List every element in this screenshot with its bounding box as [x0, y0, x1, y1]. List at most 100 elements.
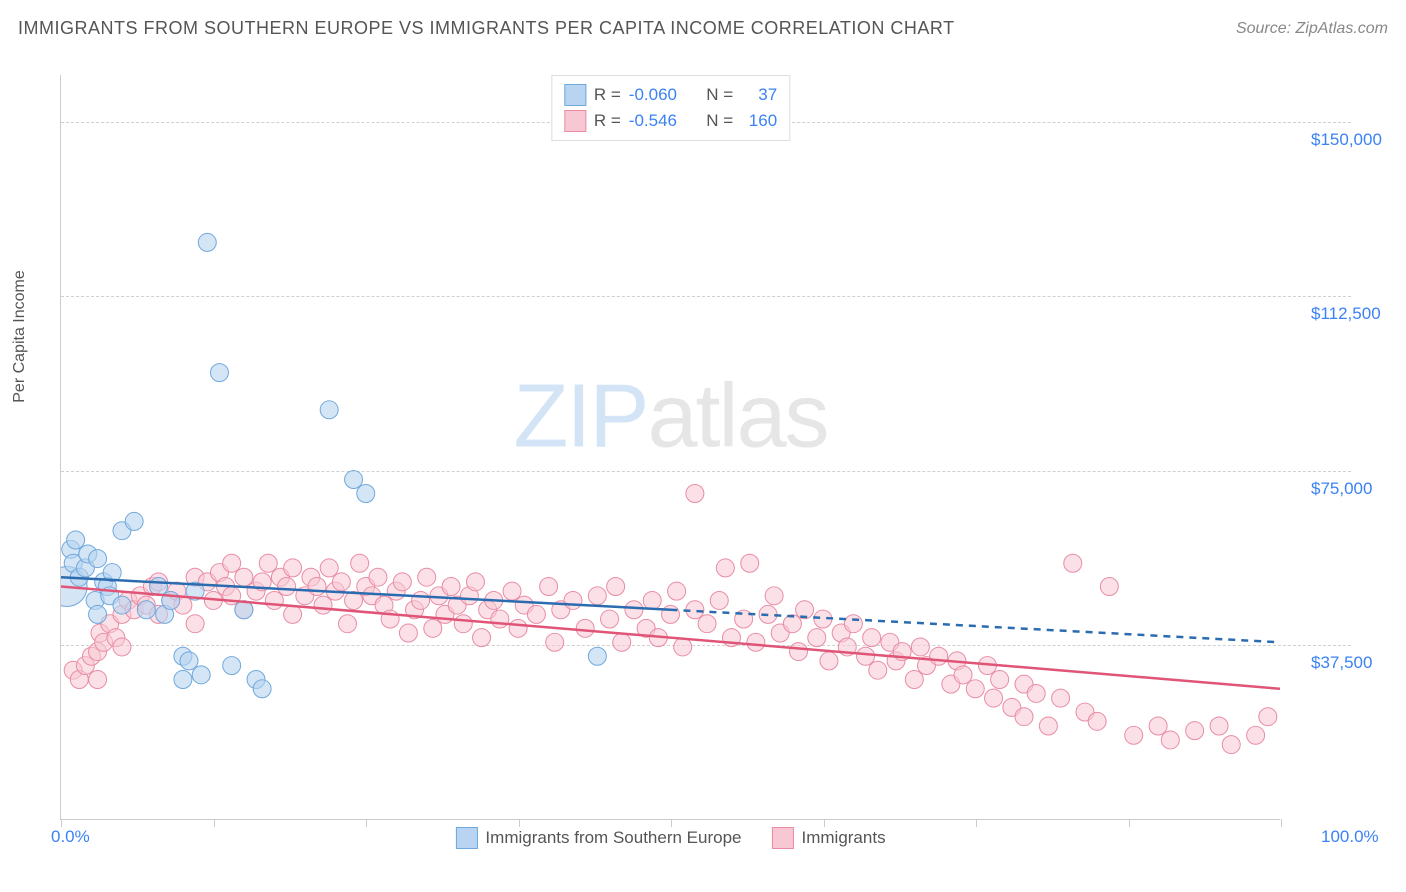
- pink-point: [588, 587, 606, 605]
- pink-point: [966, 680, 984, 698]
- pink-point: [869, 661, 887, 679]
- correlation-legend: R =-0.060 N =37R =-0.546 N =160: [551, 75, 790, 141]
- x-tick: [214, 819, 215, 827]
- pink-point: [564, 591, 582, 609]
- x-tick: [1129, 819, 1130, 827]
- pink-point: [686, 485, 704, 503]
- legend-row: R =-0.546 N =160: [564, 108, 777, 134]
- legend-row: R =-0.060 N =37: [564, 82, 777, 108]
- pink-point: [607, 578, 625, 596]
- pink-point: [308, 578, 326, 596]
- pink-point: [546, 633, 564, 651]
- blue-point: [174, 671, 192, 689]
- pink-point: [1186, 722, 1204, 740]
- pink-point: [747, 633, 765, 651]
- pink-point: [442, 578, 460, 596]
- x-tick: [61, 819, 62, 827]
- blue-point: [113, 596, 131, 614]
- legend-swatch: [455, 827, 477, 849]
- pink-point: [674, 638, 692, 656]
- pink-point: [625, 601, 643, 619]
- pink-point: [473, 629, 491, 647]
- pink-point: [1247, 726, 1265, 744]
- pink-point: [1088, 712, 1106, 730]
- pink-point: [399, 624, 417, 642]
- legend-item: Immigrants: [771, 827, 885, 849]
- pink-point: [985, 689, 1003, 707]
- pink-point: [503, 582, 521, 600]
- pink-point: [1125, 726, 1143, 744]
- pink-point: [265, 591, 283, 609]
- pink-point: [1222, 736, 1240, 754]
- blue-point: [198, 233, 216, 251]
- chart-title: IMMIGRANTS FROM SOUTHERN EUROPE VS IMMIG…: [18, 18, 955, 39]
- blue-point: [357, 485, 375, 503]
- blue-point: [137, 601, 155, 619]
- pink-point: [1149, 717, 1167, 735]
- chart-container: Per Capita Income ZIPatlas $150,000$112,…: [50, 60, 1390, 860]
- pink-point: [1064, 554, 1082, 572]
- blue-point: [180, 652, 198, 670]
- legend-label: Immigrants: [801, 828, 885, 848]
- blue-point: [345, 471, 363, 489]
- pink-point: [643, 591, 661, 609]
- blue-point: [253, 680, 271, 698]
- pink-point: [1039, 717, 1057, 735]
- pink-point: [259, 554, 277, 572]
- blue-point: [320, 401, 338, 419]
- pink-point: [954, 666, 972, 684]
- pink-point: [741, 554, 759, 572]
- pink-point: [1161, 731, 1179, 749]
- pink-point: [418, 568, 436, 586]
- trend-line: [61, 587, 1280, 689]
- legend-label: Immigrants from Southern Europe: [485, 828, 741, 848]
- pink-point: [466, 573, 484, 591]
- pink-point: [113, 638, 131, 656]
- pink-point: [991, 671, 1009, 689]
- pink-point: [1052, 689, 1070, 707]
- legend-swatch: [771, 827, 793, 849]
- x-axis-max-label: 100.0%: [1321, 827, 1379, 847]
- pink-point: [820, 652, 838, 670]
- legend-swatch: [564, 84, 586, 106]
- pink-point: [540, 578, 558, 596]
- plot-area: ZIPatlas $150,000$112,500$75,000$37,500 …: [60, 75, 1280, 820]
- pink-point: [857, 647, 875, 665]
- pink-point: [1100, 578, 1118, 596]
- blue-point: [223, 657, 241, 675]
- x-tick: [1281, 819, 1282, 827]
- blue-point: [588, 647, 606, 665]
- blue-point: [89, 605, 107, 623]
- pink-point: [235, 568, 253, 586]
- x-tick: [366, 819, 367, 827]
- pink-point: [351, 554, 369, 572]
- pink-point: [284, 559, 302, 577]
- x-tick: [824, 819, 825, 827]
- x-axis-min-label: 0.0%: [51, 827, 90, 847]
- pink-point: [412, 591, 430, 609]
- pink-point: [284, 605, 302, 623]
- pink-point: [332, 573, 350, 591]
- pink-point: [454, 615, 472, 633]
- pink-point: [393, 573, 411, 591]
- pink-point: [1210, 717, 1228, 735]
- y-axis-label: Per Capita Income: [11, 270, 29, 403]
- pink-point: [509, 619, 527, 637]
- pink-point: [491, 610, 509, 628]
- pink-point: [613, 633, 631, 651]
- pink-point: [911, 638, 929, 656]
- pink-point: [905, 671, 923, 689]
- pink-point: [576, 619, 594, 637]
- series-legend: Immigrants from Southern Europe Immigrant…: [455, 827, 885, 849]
- blue-point: [67, 531, 85, 549]
- pink-point: [808, 629, 826, 647]
- pink-point: [424, 619, 442, 637]
- pink-point: [223, 554, 241, 572]
- x-tick: [976, 819, 977, 827]
- pink-point: [710, 591, 728, 609]
- pink-point: [278, 578, 296, 596]
- blue-point: [89, 550, 107, 568]
- blue-point: [125, 512, 143, 530]
- pink-point: [89, 671, 107, 689]
- pink-point: [662, 605, 680, 623]
